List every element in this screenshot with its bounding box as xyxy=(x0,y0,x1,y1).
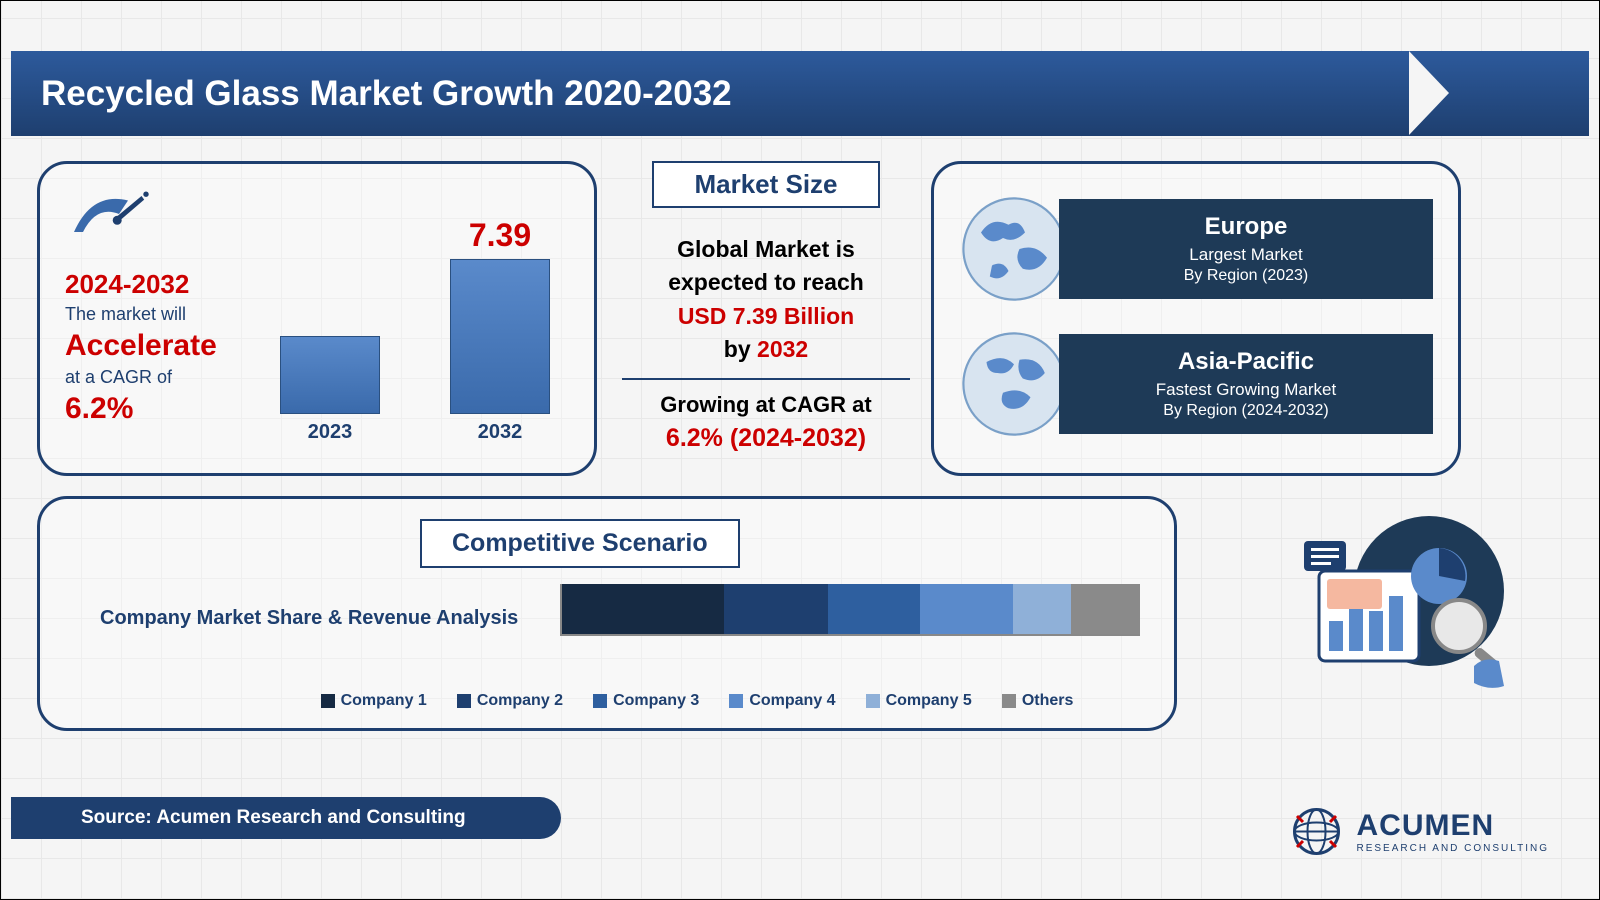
market-share-bar xyxy=(560,584,1140,636)
analytics-icon xyxy=(1299,511,1509,701)
bar-0 xyxy=(280,336,380,414)
legend-swatch xyxy=(593,694,607,708)
logo-text: ACUMEN RESEARCH AND CONSULTING xyxy=(1356,809,1549,854)
logo-sub: RESEARCH AND CONSULTING xyxy=(1356,843,1549,854)
growth-accelerate: Accelerate xyxy=(65,329,275,363)
region-name-1: Europe xyxy=(1079,213,1413,241)
legend-swatch xyxy=(866,694,880,708)
ms-by: by 2032 xyxy=(606,333,926,366)
ms-line2: expected to reach xyxy=(606,266,926,299)
growth-text-2: at a CAGR of xyxy=(65,367,275,388)
ms-cagr-value: 6.2% (2024-2032) xyxy=(606,424,926,453)
page-title: Recycled Glass Market Growth 2020-2032 xyxy=(41,74,732,114)
region-desc-1: Largest Market xyxy=(1079,245,1413,265)
ms-line1: Global Market is xyxy=(606,233,926,266)
globe-icon xyxy=(959,194,1069,304)
legend-item: Company 2 xyxy=(457,692,563,710)
share-segment xyxy=(828,584,920,634)
legend-swatch xyxy=(729,694,743,708)
ms-by-label: by xyxy=(724,336,757,362)
bar-label-1: 2032 xyxy=(450,421,550,444)
competitive-label: Company Market Share & Revenue Analysis xyxy=(100,607,518,630)
share-segment xyxy=(920,584,1012,634)
ms-cagr-label: Growing at CAGR at xyxy=(606,392,926,418)
legend-swatch xyxy=(321,694,335,708)
region-box-2: Asia-Pacific Fastest Growing Market By R… xyxy=(1059,334,1433,434)
bar-label-0: 2023 xyxy=(280,421,380,444)
growth-text-block: 2024-2032 The market will Accelerate at … xyxy=(65,184,275,426)
growth-panel: 2024-2032 The market will Accelerate at … xyxy=(37,161,597,476)
competitive-panel: Competitive Scenario Company Market Shar… xyxy=(37,496,1177,731)
competitive-title: Competitive Scenario xyxy=(420,519,740,568)
legend-item: Company 3 xyxy=(593,692,699,710)
market-size-block: Market Size Global Market is expected to… xyxy=(606,161,926,453)
region-row-2: Asia-Pacific Fastest Growing Market By R… xyxy=(959,324,1433,444)
growth-period: 2024-2032 xyxy=(65,269,275,300)
logo-globe-icon xyxy=(1289,804,1344,859)
legend-item: Company 4 xyxy=(729,692,835,710)
share-segment xyxy=(1071,584,1140,634)
brand-logo: ACUMEN RESEARCH AND CONSULTING xyxy=(1289,804,1549,859)
legend-item: Company 1 xyxy=(321,692,427,710)
region-desc-2: Fastest Growing Market xyxy=(1079,380,1413,400)
region-sub-1: By Region (2023) xyxy=(1079,267,1413,285)
growth-cagr: 6.2% xyxy=(65,392,275,426)
chevron-icon xyxy=(1409,51,1469,136)
growth-text-1: The market will xyxy=(65,304,275,325)
source-label: Source: Acumen Research and Consulting xyxy=(11,797,561,839)
globe-icon xyxy=(959,329,1069,439)
divider xyxy=(622,378,910,380)
region-row-1: Europe Largest Market By Region (2023) xyxy=(959,189,1433,309)
growth-bar-chart: 2023 7.39 2032 xyxy=(270,194,580,454)
legend-item: Others xyxy=(1002,692,1074,710)
regions-panel: Europe Largest Market By Region (2023) A… xyxy=(931,161,1461,476)
legend-swatch xyxy=(1002,694,1016,708)
region-box-1: Europe Largest Market By Region (2023) xyxy=(1059,199,1433,299)
share-segment xyxy=(1013,584,1071,634)
title-bar: Recycled Glass Market Growth 2020-2032 xyxy=(11,51,1589,136)
bar-value-1: 7.39 xyxy=(450,217,550,254)
ms-value: USD 7.39 Billion xyxy=(606,300,926,333)
share-segment xyxy=(562,584,724,634)
market-size-body: Global Market is expected to reach USD 7… xyxy=(606,233,926,366)
region-sub-2: By Region (2024-2032) xyxy=(1079,402,1413,420)
share-segment xyxy=(724,584,828,634)
region-name-2: Asia-Pacific xyxy=(1079,348,1413,376)
bar-1 xyxy=(450,259,550,414)
logo-main: ACUMEN xyxy=(1356,809,1549,843)
competitive-legend: Company 1 Company 2 Company 3 Company 4 Comp… xyxy=(260,692,1134,710)
ms-by-year: 2032 xyxy=(757,336,808,362)
legend-item: Company 5 xyxy=(866,692,972,710)
speedometer-icon xyxy=(65,184,155,244)
legend-swatch xyxy=(457,694,471,708)
market-size-title: Market Size xyxy=(652,161,879,208)
